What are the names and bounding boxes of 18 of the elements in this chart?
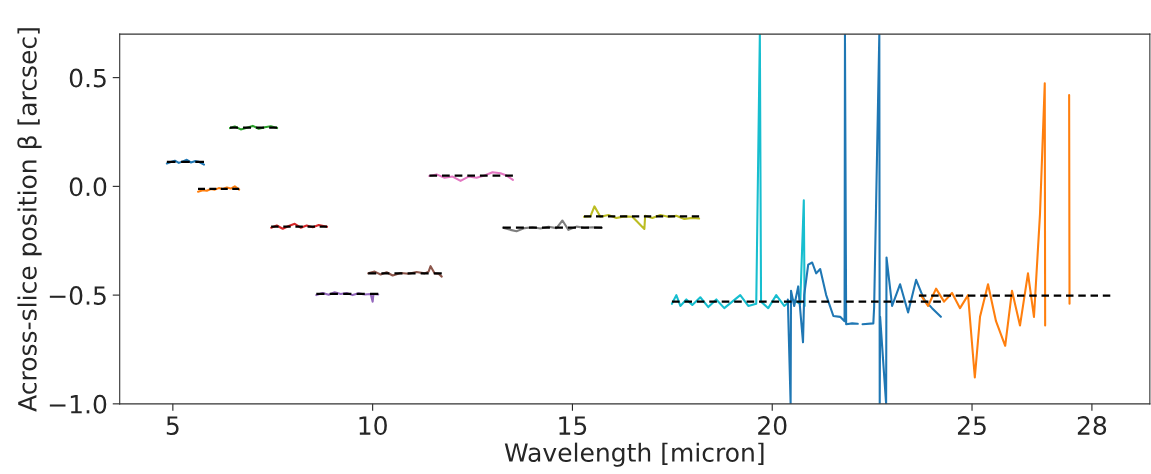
line-series <box>501 219 604 233</box>
x-tick-label: 20 <box>758 416 787 436</box>
x-tick-label: 28 <box>1077 416 1107 436</box>
x-tick-label: 5 <box>166 416 179 436</box>
y-tick-label: −1.0 <box>49 394 107 414</box>
x-axis-title: Wavelength [micron] <box>504 442 764 467</box>
y-tick-label: −0.5 <box>49 286 106 305</box>
line-series <box>367 265 443 278</box>
x-tick-label: 25 <box>957 416 986 436</box>
x-tick-label: 10 <box>359 416 387 436</box>
line-series <box>582 205 701 231</box>
y-tick-label: 0.0 <box>69 177 107 197</box>
line-series <box>428 171 514 182</box>
y-tick-label: 0.5 <box>69 68 106 88</box>
x-tick-label: 15 <box>559 416 587 436</box>
y-axis-title: Across-slice position β [arcsec] <box>17 28 42 412</box>
line-series <box>315 291 380 303</box>
line-series <box>670 34 806 310</box>
